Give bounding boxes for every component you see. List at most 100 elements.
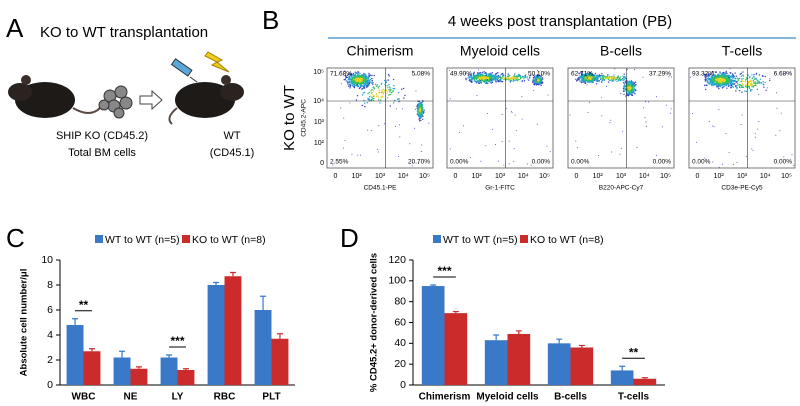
event-dot — [725, 77, 727, 79]
event-dot — [345, 80, 347, 82]
event-dot — [761, 74, 764, 77]
event-dot — [610, 119, 612, 121]
event-dot — [485, 74, 487, 77]
bone-marrow-cells — [98, 85, 133, 119]
event-dot — [718, 81, 720, 83]
event-dot — [708, 79, 710, 81]
event-dot — [655, 96, 657, 98]
error-bar — [430, 284, 437, 287]
x-tick-label: 10³ — [495, 173, 506, 180]
event-dot — [713, 80, 715, 82]
x-tick-label: RBC — [214, 392, 236, 403]
event-dot — [575, 80, 578, 82]
event-dot — [489, 72, 491, 74]
event-dot — [393, 87, 396, 90]
x-tick-label: 0 — [454, 173, 458, 180]
event-dot — [516, 76, 518, 78]
event-dot — [353, 82, 356, 85]
event-dot — [417, 107, 419, 109]
y-tick-label: 10³ — [314, 119, 325, 126]
event-dot — [714, 75, 717, 77]
event-dot — [745, 156, 747, 158]
event-dot — [748, 86, 751, 88]
event-dot — [514, 77, 517, 79]
event-dot — [728, 79, 731, 81]
event-dot — [717, 73, 719, 76]
event-dot — [755, 72, 758, 75]
event-dot — [756, 82, 759, 85]
event-dot — [748, 76, 751, 79]
event-dot — [597, 80, 599, 82]
event-dot — [706, 81, 708, 83]
event-dot — [465, 77, 467, 80]
x-tick-label: 10² — [472, 173, 483, 180]
event-dot — [729, 72, 731, 74]
event-dot — [540, 75, 542, 78]
event-dot — [629, 85, 631, 88]
event-dot — [737, 79, 739, 82]
event-dot — [360, 77, 362, 80]
event-dot — [372, 91, 374, 94]
event-dot — [367, 129, 369, 131]
event-dot — [371, 98, 374, 100]
event-dot — [613, 76, 615, 78]
event-dot — [354, 71, 356, 73]
event-dot — [495, 73, 497, 75]
event-dot — [383, 123, 385, 125]
bar — [66, 325, 84, 385]
event-dot — [626, 86, 629, 89]
event-dot — [495, 75, 497, 77]
event-dot — [473, 75, 475, 78]
event-dot — [706, 84, 708, 87]
legend-label: WT to WT (n=5) — [105, 234, 180, 246]
event-dot — [713, 79, 715, 81]
event-dot — [611, 151, 613, 153]
event-dot — [742, 83, 744, 86]
event-dot — [715, 71, 718, 73]
event-dot — [705, 73, 708, 76]
event-dot — [489, 76, 492, 78]
event-dot — [720, 79, 722, 81]
event-dot — [581, 73, 583, 76]
event-dot — [347, 78, 350, 81]
event-dot — [497, 77, 499, 79]
event-dot — [357, 76, 359, 78]
event-dot — [725, 75, 727, 77]
event-dot — [601, 72, 603, 75]
event-dot — [633, 69, 635, 71]
event-dot — [392, 90, 395, 92]
event-dot — [587, 76, 590, 79]
event-dot — [707, 73, 709, 75]
event-dot — [710, 73, 712, 75]
event-dot — [346, 74, 349, 76]
event-dot — [592, 74, 595, 77]
event-dot — [352, 79, 354, 81]
event-dot — [482, 72, 484, 74]
event-dot — [766, 87, 768, 89]
y-tick-label: 80 — [394, 295, 406, 307]
event-dot — [534, 77, 536, 79]
event-dot — [726, 83, 728, 86]
event-dot — [356, 79, 358, 82]
event-dot — [428, 122, 430, 124]
y-tick-label: 4 — [47, 329, 53, 341]
event-dot — [744, 90, 746, 92]
event-dot — [575, 140, 577, 142]
event-dot — [719, 76, 721, 78]
event-dot — [595, 80, 598, 82]
event-dot — [373, 74, 375, 77]
bar — [484, 340, 508, 385]
event-dot — [780, 112, 782, 114]
event-dot — [613, 74, 615, 76]
event-dot — [403, 97, 405, 99]
event-dot — [349, 102, 351, 104]
event-dot — [730, 86, 732, 88]
event-dot — [741, 85, 744, 87]
event-dot — [704, 73, 706, 76]
event-dot — [718, 87, 720, 90]
event-dot — [507, 75, 510, 78]
event-dot — [717, 83, 720, 85]
event-dot — [352, 78, 354, 80]
event-dot — [714, 83, 716, 85]
event-dot — [628, 88, 630, 90]
